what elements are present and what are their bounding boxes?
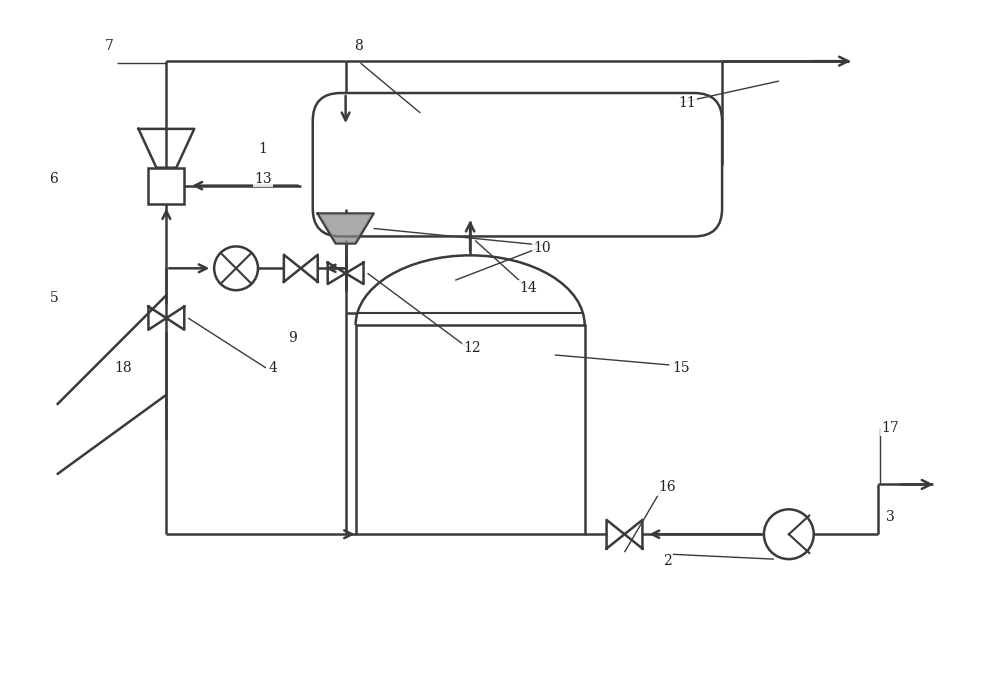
Bar [148, 168, 184, 204]
Text: 3: 3 [886, 511, 895, 524]
FancyBboxPatch shape [313, 93, 722, 237]
Text: 2: 2 [663, 554, 672, 568]
Text: 6: 6 [49, 172, 58, 186]
Text: 14: 14 [519, 282, 537, 295]
Polygon shape [320, 215, 372, 242]
Text: 17: 17 [882, 421, 899, 435]
Text: 5: 5 [49, 291, 58, 305]
Text: 16: 16 [659, 480, 676, 495]
Text: 15: 15 [672, 361, 690, 375]
Text: 8: 8 [354, 39, 363, 53]
Circle shape [764, 509, 814, 559]
Text: 12: 12 [463, 341, 481, 355]
Text: 1: 1 [259, 141, 267, 156]
Text: 7: 7 [105, 39, 114, 53]
Text: 9: 9 [288, 331, 297, 345]
Text: 4: 4 [268, 361, 277, 375]
Text: 11: 11 [678, 96, 696, 110]
Bar [356, 325, 585, 534]
Text: 18: 18 [115, 361, 132, 375]
Text: 13: 13 [254, 172, 272, 186]
Circle shape [214, 246, 258, 290]
Text: 10: 10 [533, 241, 551, 255]
